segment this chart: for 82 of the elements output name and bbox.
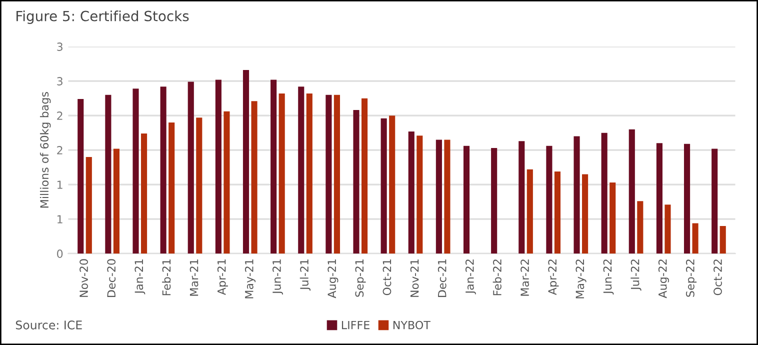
bar bbox=[361, 98, 368, 254]
bar bbox=[86, 156, 92, 254]
bar bbox=[188, 82, 194, 254]
y-tick-label: 1 bbox=[58, 215, 62, 224]
x-tick-label: Aug-21 bbox=[328, 259, 338, 298]
bar bbox=[692, 223, 698, 254]
y-tick-label: 2 bbox=[57, 112, 62, 120]
x-tick-label: Nov-20 bbox=[80, 259, 88, 297]
x-tick-label: Jul-21 bbox=[300, 259, 311, 291]
bar bbox=[160, 86, 166, 254]
y-tick-label: 2 bbox=[57, 146, 62, 154]
bar bbox=[637, 201, 644, 254]
bar bbox=[684, 144, 690, 254]
x-tick-label: Feb-21 bbox=[162, 259, 171, 296]
bar bbox=[526, 169, 533, 254]
bar bbox=[546, 146, 552, 254]
x-tick-label: Dec-21 bbox=[438, 259, 446, 297]
bar bbox=[380, 118, 387, 254]
bar bbox=[224, 111, 230, 254]
bar bbox=[242, 70, 250, 254]
bar bbox=[436, 140, 442, 254]
source-note: Source: ICE bbox=[16, 320, 82, 330]
bar bbox=[491, 148, 498, 254]
bar bbox=[168, 122, 175, 254]
bar bbox=[251, 101, 258, 254]
bar bbox=[278, 93, 285, 254]
bar bbox=[132, 88, 139, 254]
x-tick-label: May-22 bbox=[576, 260, 586, 298]
x-tick-label: Feb-22 bbox=[492, 260, 502, 296]
bar bbox=[353, 110, 360, 254]
bar bbox=[463, 146, 470, 254]
y-axis-title: Millions of 60kg bags bbox=[40, 92, 51, 208]
bar bbox=[196, 118, 202, 254]
bar bbox=[416, 136, 423, 254]
bar bbox=[554, 171, 561, 254]
bar bbox=[720, 226, 726, 254]
bar bbox=[601, 132, 608, 254]
legend-label: NYBOT bbox=[393, 320, 430, 330]
bar bbox=[140, 134, 148, 254]
legend-label: LIFFE bbox=[342, 320, 370, 330]
y-tick-label: 3 bbox=[57, 77, 62, 86]
bar bbox=[105, 94, 112, 254]
bar bbox=[656, 143, 662, 254]
x-tick-label: May-21 bbox=[244, 259, 256, 298]
x-tick-label: Dec-20 bbox=[107, 259, 116, 297]
x-tick-label: Oct-22 bbox=[714, 260, 722, 296]
y-tick-label: 3 bbox=[57, 42, 62, 51]
bar bbox=[215, 80, 222, 254]
chart-title: Figure 5: Certified Stocks bbox=[16, 10, 189, 24]
bar bbox=[664, 204, 671, 254]
x-tick-label: Jun-22 bbox=[603, 260, 614, 295]
x-tick-label: Sep-22 bbox=[686, 260, 697, 297]
y-tick-label: 1 bbox=[58, 180, 62, 189]
bar bbox=[628, 129, 635, 254]
bar bbox=[444, 140, 450, 254]
bar bbox=[326, 94, 332, 254]
bar bbox=[574, 136, 580, 254]
bar bbox=[270, 80, 277, 254]
x-tick-label: Apr-22 bbox=[548, 260, 559, 296]
x-tick-label: Sep-21 bbox=[355, 259, 366, 297]
x-tick-label: Oct-21 bbox=[382, 259, 392, 296]
x-tick-label: Apr-21 bbox=[217, 259, 228, 296]
bar bbox=[518, 141, 525, 254]
bar bbox=[78, 99, 84, 254]
bar bbox=[408, 131, 414, 254]
bar bbox=[389, 116, 396, 254]
x-tick-label: Jan-22 bbox=[465, 260, 476, 294]
x-tick-label: Jun-21 bbox=[272, 259, 283, 295]
bar bbox=[113, 148, 120, 254]
x-tick-label: Aug-22 bbox=[658, 260, 669, 298]
x-tick-label: Jul-22 bbox=[630, 260, 642, 291]
bar bbox=[610, 182, 616, 254]
x-tick-label: Mar-22 bbox=[520, 260, 529, 296]
x-tick-label: Mar-21 bbox=[190, 259, 198, 296]
bar bbox=[582, 174, 588, 254]
bar bbox=[712, 148, 718, 254]
bar bbox=[298, 86, 304, 254]
y-tick-label: 0 bbox=[57, 250, 63, 258]
x-tick-label: Jan-21 bbox=[134, 259, 146, 294]
x-tick-label: Nov-21 bbox=[410, 259, 419, 297]
bar bbox=[334, 94, 340, 254]
bar bbox=[306, 93, 312, 254]
